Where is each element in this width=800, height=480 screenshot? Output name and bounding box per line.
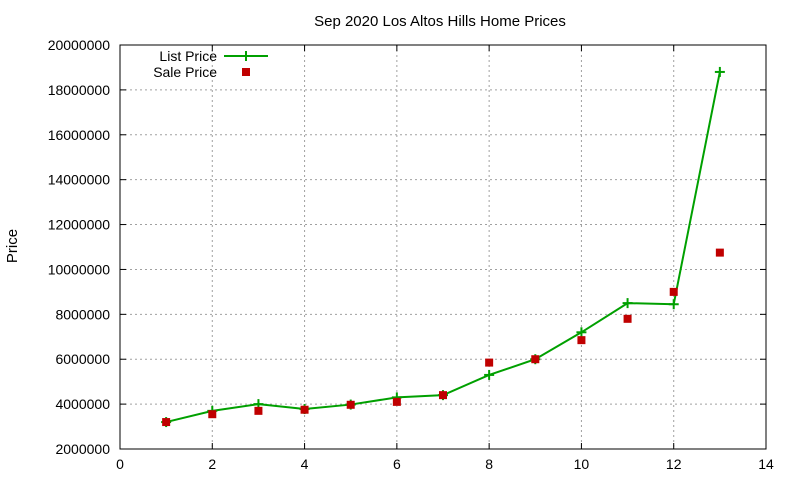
legend-plus-marker <box>241 51 251 61</box>
sale-price-point <box>208 410 217 419</box>
sale-price-point <box>669 287 678 296</box>
sale-price-point <box>485 358 494 367</box>
list-price-point <box>576 327 587 338</box>
y-tick-label: 6000000 <box>55 351 110 367</box>
x-tick-label: 8 <box>485 456 493 472</box>
legend-square-marker <box>242 68 250 76</box>
x-tick-label: 0 <box>116 456 124 472</box>
y-tick-label: 4000000 <box>55 396 110 412</box>
y-tick-label: 10000000 <box>48 261 111 277</box>
x-tick-label: 4 <box>301 456 309 472</box>
y-tick-label: 20000000 <box>48 37 111 53</box>
list-price-point <box>484 369 495 380</box>
sale-price-point <box>300 405 309 414</box>
y-tick-label: 2000000 <box>55 441 110 457</box>
list-price-point <box>714 66 725 77</box>
grid <box>120 45 766 449</box>
y-tick-label: 16000000 <box>48 127 111 143</box>
list-price-point <box>622 298 633 309</box>
legend-label: Sale Price <box>153 64 217 80</box>
y-tick-label: 18000000 <box>48 82 111 98</box>
y-tick-label: 12000000 <box>48 217 111 233</box>
sale-price-point <box>254 406 263 415</box>
y-tick-label: 14000000 <box>48 172 111 188</box>
sale-price-point <box>439 391 447 400</box>
sale-price-point <box>623 314 632 323</box>
axis-ticks: 0 2 4 6 8 10 12 14 2000000 4000000 6000000 8000000 1… <box>48 37 774 472</box>
legend-label: List Price <box>159 48 217 64</box>
x-tick-label: 6 <box>393 456 401 472</box>
chart-title: Sep 2020 Los Altos Hills Home Prices <box>314 13 566 30</box>
sale-price-point <box>392 397 401 406</box>
y-axis-label: Price <box>4 229 21 263</box>
sale-price-point <box>162 418 171 427</box>
y-tick-label: 8000000 <box>55 306 110 322</box>
sale-price-point <box>577 336 586 345</box>
series <box>161 66 725 428</box>
sale-price-point <box>531 355 540 364</box>
x-tick-label: 12 <box>666 456 682 472</box>
plot-frame <box>119 44 767 450</box>
list-price-point <box>668 299 679 310</box>
sale-price-point <box>346 400 355 409</box>
x-tick-label: 14 <box>758 456 774 472</box>
x-tick-label: 10 <box>574 456 590 472</box>
sale-price-point <box>715 248 724 257</box>
x-tick-label: 2 <box>208 456 216 472</box>
